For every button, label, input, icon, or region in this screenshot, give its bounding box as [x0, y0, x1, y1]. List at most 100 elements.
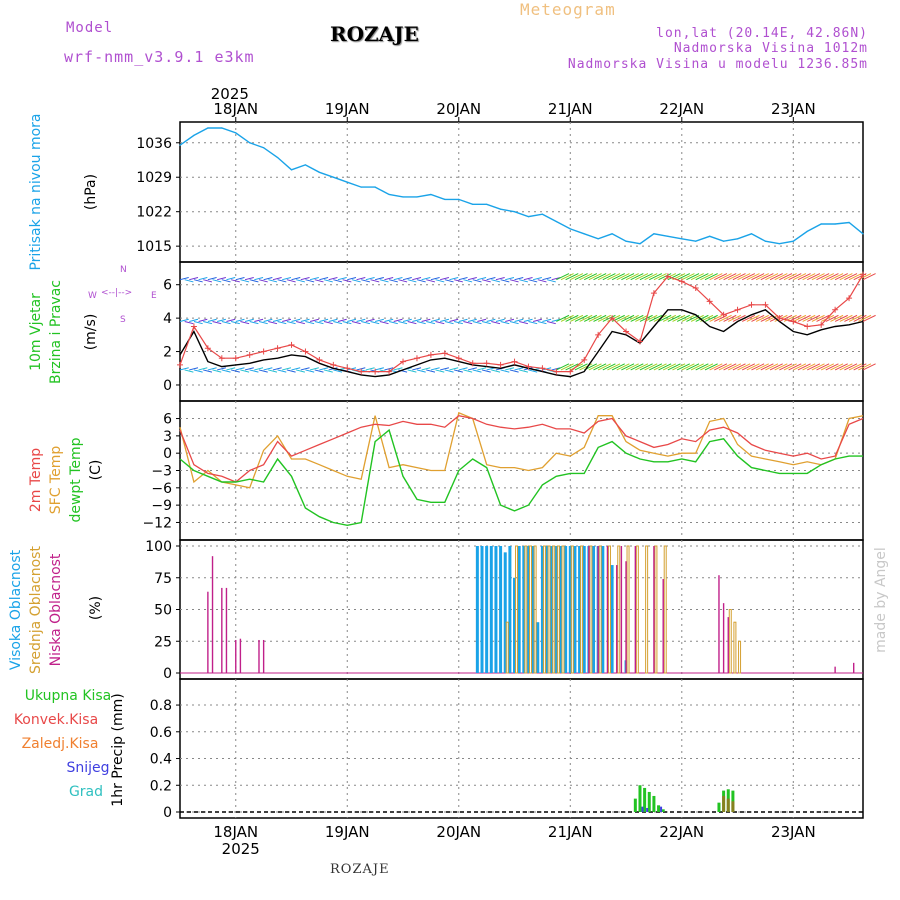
wind-barb — [793, 314, 807, 322]
high-cloud-bar — [475, 546, 479, 673]
wind-barb — [755, 314, 769, 322]
wind-barb — [816, 314, 830, 322]
wind-barb — [421, 318, 431, 322]
wind-barb — [351, 279, 361, 283]
wind-gust-marker — [511, 358, 518, 365]
mid-cloud-bar — [515, 545, 519, 674]
wind-barb — [793, 273, 807, 281]
wind-barb — [342, 320, 352, 325]
total-precip-bar — [633, 798, 637, 812]
wind-barb — [616, 363, 630, 371]
wind-barb — [217, 367, 227, 371]
wind-barb — [296, 279, 306, 283]
wind-barb — [375, 318, 384, 322]
pressure-point — [235, 132, 237, 134]
pressure-point — [179, 144, 181, 146]
wind-gust-marker — [497, 361, 504, 368]
wind-barb — [230, 369, 240, 373]
high-cloud-bar — [564, 546, 568, 673]
wind-barb — [584, 273, 598, 281]
wind-barb — [574, 363, 588, 371]
wind-barb — [412, 367, 422, 371]
wind-barb — [802, 314, 816, 322]
wind-barb — [556, 363, 570, 371]
wind-gust-marker — [692, 285, 699, 292]
wind-barb — [430, 276, 440, 281]
wind-barb — [704, 314, 718, 322]
wind-gust-marker — [609, 315, 616, 322]
wind-barb — [300, 318, 310, 322]
wind-barb — [347, 318, 357, 322]
wind-barb — [862, 363, 876, 371]
pressure-point — [513, 211, 516, 213]
wind-barb — [193, 320, 203, 325]
wind-barb — [584, 314, 598, 322]
pressure-point — [221, 127, 223, 129]
wind-barb — [556, 273, 570, 281]
wind-barb — [853, 314, 867, 322]
wind-barb — [844, 314, 858, 322]
wind-barb — [579, 314, 593, 322]
wind-barb — [676, 273, 690, 281]
panel-frame-wind — [179, 261, 864, 402]
wind-gust-marker — [469, 360, 476, 367]
wind-barb — [249, 279, 259, 283]
wind-barb — [277, 369, 287, 373]
wind-barb — [802, 273, 816, 281]
wind-barb — [491, 279, 501, 283]
wind-barb — [407, 320, 417, 325]
wind-barb — [570, 314, 584, 322]
wind-barb — [519, 369, 529, 373]
wind-barb — [286, 369, 296, 373]
mid-cloud-bar — [552, 545, 556, 674]
wind-barb — [179, 367, 189, 371]
wind-barb — [477, 367, 487, 371]
day-label-bottom: 19JAN — [325, 823, 370, 841]
wind-barb — [435, 320, 445, 325]
wind-barb — [616, 314, 630, 322]
total-precip-bar — [643, 787, 647, 812]
wind-barb — [723, 314, 737, 322]
y-tick-label-wind: 6 — [163, 278, 172, 294]
compass-east: E — [151, 291, 157, 301]
wind-barb — [282, 276, 292, 281]
wind-barb — [690, 314, 704, 322]
wind-barb — [658, 363, 672, 371]
y-tick-label-clouds: 75 — [154, 571, 172, 587]
wind-barb — [416, 369, 426, 373]
wind-barb — [472, 369, 482, 373]
wind-barb — [551, 318, 561, 322]
wind-barb — [351, 320, 361, 325]
wind-barb — [630, 363, 644, 371]
wind-barb — [565, 273, 579, 281]
wind-barb — [514, 276, 524, 281]
wind-barb — [491, 369, 501, 373]
wind-barb — [695, 363, 709, 371]
pressure-point — [374, 186, 376, 188]
wind-barb — [319, 276, 329, 281]
wind-barb — [593, 363, 607, 371]
pressure-point — [388, 193, 390, 196]
wind-barb — [672, 314, 686, 322]
precip-axis-unit: 1hr Precip (mm) — [110, 693, 126, 806]
wind-barb — [384, 276, 394, 281]
wind-gust-marker — [706, 298, 713, 305]
wind-barb — [221, 320, 231, 325]
wind-gust-marker — [177, 361, 183, 368]
wind-barb — [207, 276, 217, 281]
wind-barb — [560, 363, 574, 371]
wind-barb — [379, 320, 389, 325]
wind-barb — [268, 320, 278, 325]
total-precip-bar — [661, 809, 665, 812]
wind-barb — [597, 363, 611, 371]
wind-barb — [467, 276, 477, 281]
wind-barb — [258, 279, 268, 283]
wind-barb — [189, 367, 199, 371]
pressure-point — [332, 176, 334, 178]
wind-barb — [765, 314, 779, 322]
wind-barb — [532, 318, 542, 322]
wind-barb — [728, 273, 742, 281]
y-tick-label-pressure: 1029 — [136, 170, 172, 186]
y-tick-label-precip: 0.6 — [150, 725, 172, 741]
wind-barb — [737, 363, 751, 371]
